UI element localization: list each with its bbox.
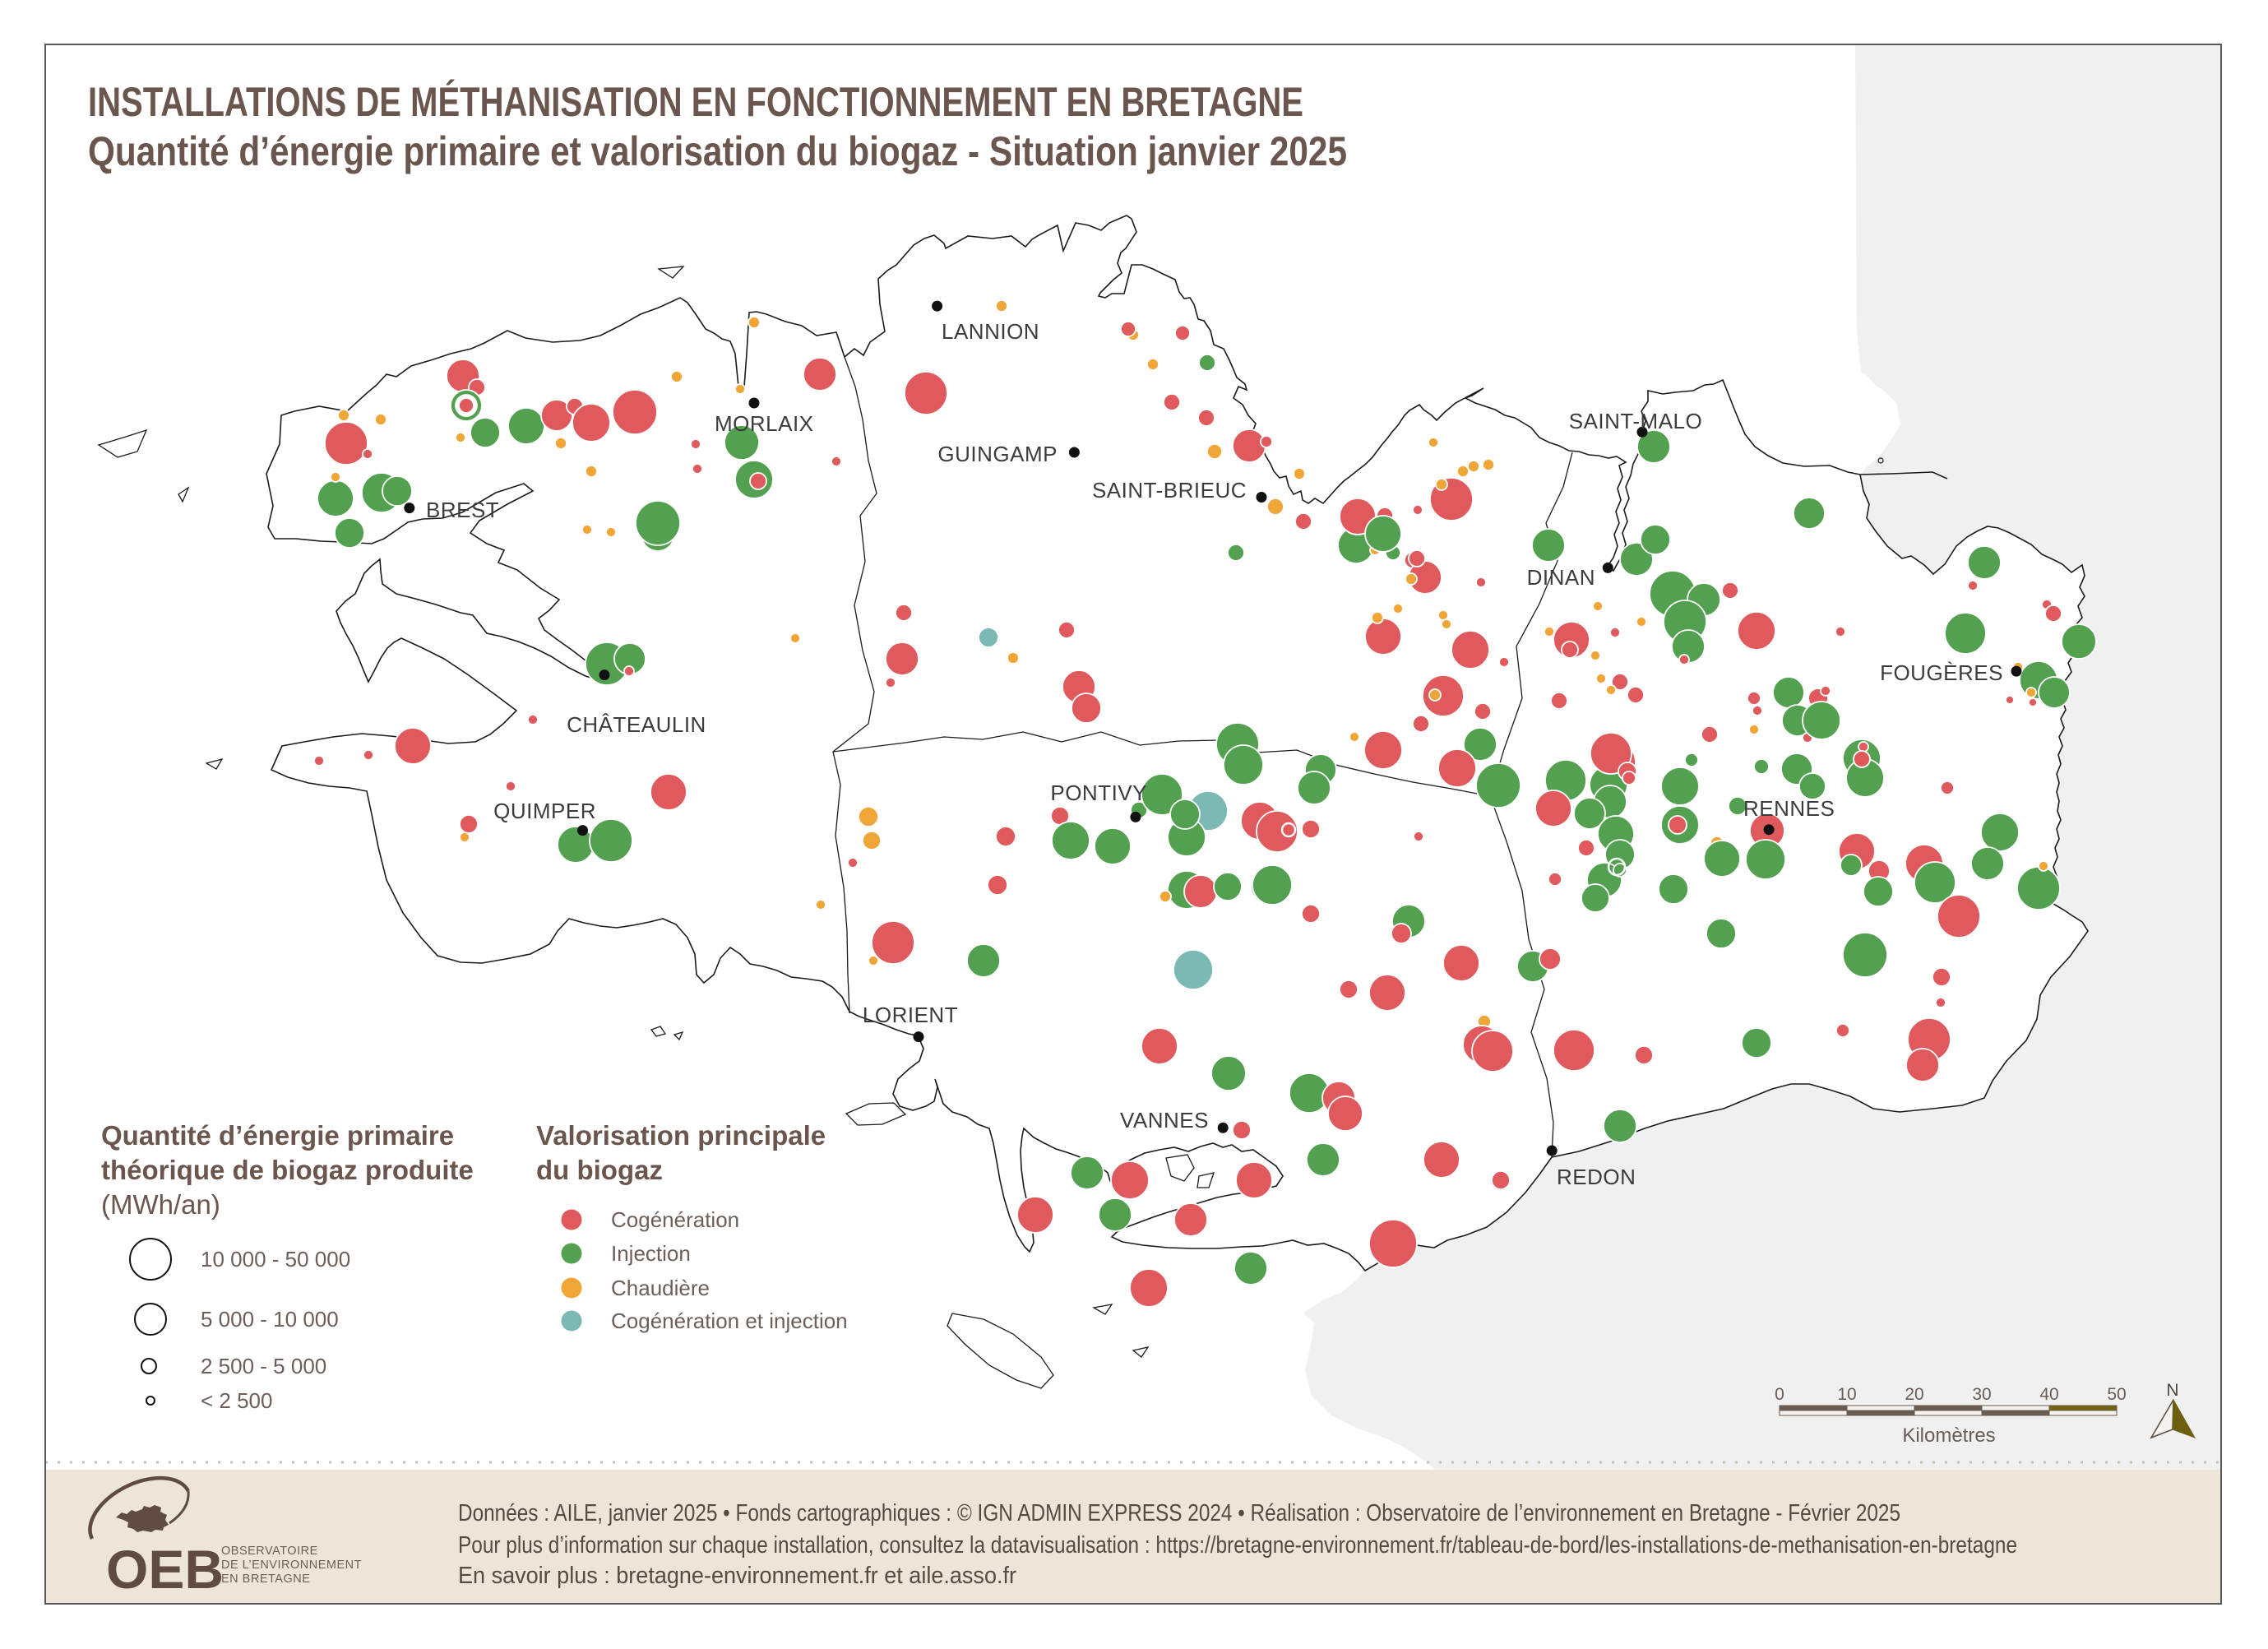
svg-text:N: N	[2166, 1381, 2178, 1400]
svg-text:PONTIVY: PONTIVY	[1050, 780, 1147, 805]
svg-text:Chaudière: Chaudière	[611, 1276, 710, 1300]
svg-text:(MWh/an): (MWh/an)	[101, 1189, 220, 1220]
svg-text:Cogénération et injection: Cogénération et injection	[611, 1309, 848, 1333]
svg-text:Injection: Injection	[611, 1241, 691, 1266]
svg-text:CHÂTEAULIN: CHÂTEAULIN	[567, 712, 706, 737]
svg-text:20: 20	[1905, 1385, 1923, 1404]
svg-text:LORIENT: LORIENT	[863, 1003, 958, 1027]
svg-text:Valorisation principale: Valorisation principale	[536, 1120, 826, 1151]
svg-text:En savoir plus : bretagne-envi: En savoir plus : bretagne-environnement.…	[458, 1563, 1016, 1589]
svg-text:2 500 - 5 000: 2 500 - 5 000	[201, 1354, 326, 1378]
svg-text:théorique de biogaz produite: théorique de biogaz produite	[101, 1155, 474, 1185]
svg-text:Cogénération: Cogénération	[611, 1207, 739, 1232]
svg-text:30: 30	[1972, 1385, 1991, 1404]
svg-text:SAINT-MALO: SAINT-MALO	[1569, 409, 1702, 433]
svg-text:40: 40	[2039, 1385, 2058, 1404]
svg-text:OEB: OEB	[106, 1539, 224, 1600]
svg-text:EN BRETAGNE: EN BRETAGNE	[221, 1573, 310, 1586]
svg-text:50: 50	[2107, 1385, 2126, 1404]
svg-text:Données : AILE, janvier 2025 •: Données : AILE, janvier 2025 • Fonds car…	[458, 1500, 1900, 1526]
svg-text:QUIMPER: QUIMPER	[493, 799, 596, 823]
svg-text:REDON: REDON	[1557, 1165, 1636, 1189]
svg-text:5 000 - 10 000: 5 000 - 10 000	[201, 1307, 339, 1332]
svg-text:LANNION: LANNION	[942, 319, 1039, 344]
svg-text:MORLAIX: MORLAIX	[715, 411, 814, 436]
svg-text:FOUGÈRES: FOUGÈRES	[1880, 660, 2003, 685]
svg-text:Pour plus d’information sur ch: Pour plus d’information sur chaque insta…	[458, 1532, 2017, 1559]
svg-text:RENNES: RENNES	[1743, 796, 1835, 821]
svg-text:du biogaz: du biogaz	[536, 1155, 663, 1185]
svg-text:Quantité d’énergie primaire et: Quantité d’énergie primaire et valorisat…	[88, 128, 1347, 174]
svg-text:SAINT-BRIEUC: SAINT-BRIEUC	[1092, 478, 1247, 503]
svg-text:OBSERVATOIRE: OBSERVATOIRE	[221, 1545, 318, 1558]
svg-text:GUINGAMP: GUINGAMP	[937, 442, 1058, 466]
svg-text:10 000 - 50 000: 10 000 - 50 000	[201, 1247, 350, 1271]
svg-text:DE L’ENVIRONNEMENT: DE L’ENVIRONNEMENT	[221, 1559, 362, 1572]
svg-text:INSTALLATIONS DE MÉTHANISATION: INSTALLATIONS DE MÉTHANISATION EN FONCTI…	[88, 79, 1303, 125]
svg-text:10: 10	[1837, 1385, 1856, 1404]
svg-text:Quantité d’énergie primaire: Quantité d’énergie primaire	[101, 1120, 454, 1151]
svg-text:0: 0	[1775, 1385, 1784, 1404]
svg-text:< 2 500: < 2 500	[201, 1388, 272, 1413]
svg-text:BREST: BREST	[426, 498, 499, 522]
svg-text:VANNES: VANNES	[1120, 1108, 1209, 1133]
svg-text:Kilomètres: Kilomètres	[1902, 1424, 1995, 1447]
svg-text:DINAN: DINAN	[1527, 565, 1595, 590]
